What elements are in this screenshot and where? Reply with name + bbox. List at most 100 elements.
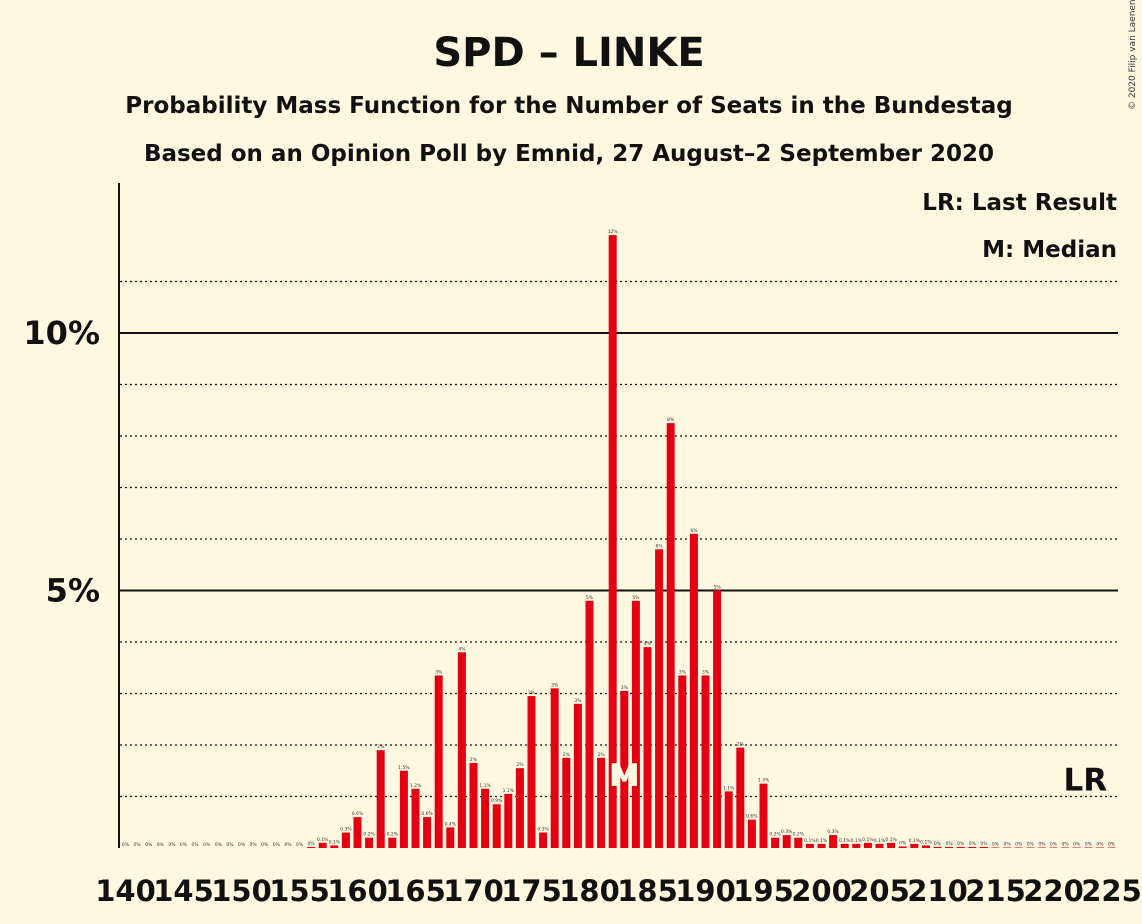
bars — [307, 235, 1116, 848]
bar-value-label: 0% — [899, 840, 907, 846]
bar — [1061, 847, 1070, 848]
x-tick-label: 145 — [153, 874, 214, 908]
bar — [887, 842, 896, 848]
bar — [910, 843, 919, 848]
y-tick-label: 10% — [23, 314, 100, 352]
bar — [666, 423, 675, 848]
bar-value-label: 3% — [528, 690, 536, 696]
bar — [608, 235, 617, 848]
bar — [388, 837, 397, 848]
bar-value-label: 3% — [551, 682, 559, 688]
bar — [330, 845, 339, 848]
bar-value-label: 3% — [621, 685, 629, 691]
bar-value-label: 0% — [1073, 841, 1081, 847]
bar-value-label: 0.2% — [387, 832, 399, 838]
bar — [399, 770, 408, 848]
bar — [573, 703, 582, 848]
bar — [504, 793, 513, 848]
bar-value-label: 4% — [644, 641, 652, 647]
bar-value-label: 0.1% — [874, 838, 886, 844]
median-marker: M — [609, 758, 640, 794]
bar-value-label: 0.1% — [816, 838, 828, 844]
legend-last-result: LR: Last Result — [922, 190, 1117, 216]
bar — [620, 690, 629, 848]
x-tick-label: 225 — [1081, 874, 1142, 908]
bar-value-labels: 0% 0% 0% 0% 0% 0% 0% 0% 0% 0% 0% 0% 0% 0% 0% 0% 0%0.1%0.… — [122, 229, 1116, 848]
bar-value-label: 0% — [308, 841, 316, 847]
y-axis-tick-labels: 5% 10% — [23, 314, 100, 610]
bar-value-label: 0% — [215, 842, 223, 848]
bar — [1003, 847, 1012, 848]
bar — [829, 835, 838, 848]
bar-value-label: 0% — [168, 842, 176, 848]
bar-value-label: 0% — [226, 842, 234, 848]
bar — [759, 783, 768, 848]
bar-value-label: 3% — [574, 698, 582, 704]
bar-value-label: 0% — [1015, 841, 1023, 847]
bar-value-label: 6% — [690, 528, 698, 534]
bar — [376, 750, 385, 848]
bar-value-label: 0.3% — [340, 827, 352, 833]
bar-value-label: 0.1% — [909, 838, 921, 844]
bar-value-label: 0% — [192, 842, 200, 848]
bar-value-label: 0.2% — [769, 832, 781, 838]
bar — [945, 846, 954, 848]
gridlines — [120, 280, 1118, 798]
bar-value-label: 0% — [296, 842, 304, 848]
bar-value-label: 0% — [1050, 841, 1058, 847]
bar — [724, 791, 733, 848]
x-tick-label: 180 — [559, 874, 620, 908]
bar — [898, 846, 907, 848]
bar — [457, 652, 466, 848]
bar — [423, 817, 432, 848]
bar-value-label: 4% — [458, 646, 466, 652]
bar-value-label: 0.3% — [537, 827, 549, 833]
bar-value-label: 0.1% — [920, 839, 932, 845]
x-tick-label: 210 — [907, 874, 968, 908]
bar — [863, 842, 872, 848]
bar — [539, 832, 548, 848]
bar-value-label: 5% — [632, 595, 640, 601]
bar — [689, 533, 698, 848]
bar — [411, 788, 420, 848]
bar — [550, 688, 559, 848]
last-result-marker: LR — [1063, 763, 1107, 799]
bar-value-label: 0% — [1062, 841, 1070, 847]
x-tick-label: 140 — [95, 874, 156, 908]
bar-value-label: 1.2% — [410, 783, 422, 789]
bar-value-label: 0% — [1096, 841, 1104, 847]
bar-value-label: 0.6% — [421, 811, 433, 817]
bar-value-label: 0% — [157, 842, 165, 848]
copyright-notice: © 2020 Filip van Laenen — [1128, 0, 1138, 110]
bar-value-label: 0.6% — [746, 814, 758, 820]
bar — [446, 827, 455, 848]
bar-value-label: 0% — [250, 842, 258, 848]
bar-value-label: 0% — [1038, 841, 1046, 847]
bar — [956, 846, 965, 848]
bar-value-label: 1.5% — [398, 765, 410, 771]
bar — [1072, 847, 1081, 848]
bar-value-label: 1.3% — [758, 778, 770, 784]
bar-value-label: 0% — [134, 842, 142, 848]
bar — [1026, 847, 1035, 848]
bar-value-label: 0.3% — [781, 829, 793, 835]
bar-value-label: 0.1% — [862, 837, 874, 843]
bar-value-label: 2% — [470, 757, 478, 763]
bar — [991, 847, 1000, 848]
chart-title: SPD – LINKE — [433, 30, 704, 76]
bar-value-label: 2% — [598, 752, 606, 758]
bar-value-label: 0% — [946, 841, 954, 847]
x-tick-label: 160 — [327, 874, 388, 908]
bar-value-label: 0.9% — [491, 798, 503, 804]
x-tick-label: 165 — [385, 874, 446, 908]
bar-value-label: 0% — [1027, 841, 1035, 847]
bar — [318, 842, 327, 848]
bar-value-label: 2% — [377, 744, 385, 750]
bar-value-label: 0.1% — [804, 838, 816, 844]
bar — [492, 804, 501, 848]
bar-value-label: 0% — [203, 842, 211, 848]
bar-value-label: 0.1% — [851, 838, 863, 844]
x-axis-tick-labels: 1401451501551601651701751801851901952002… — [95, 874, 1142, 908]
bar — [875, 843, 884, 848]
